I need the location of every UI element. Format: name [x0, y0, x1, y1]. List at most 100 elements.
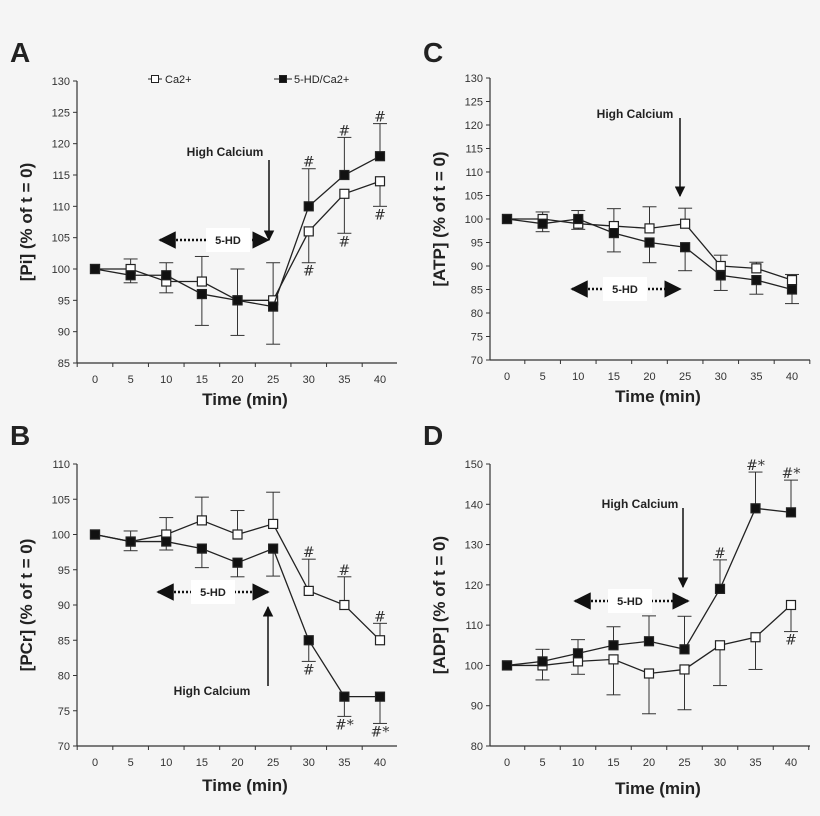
x-tick-label: 15: [196, 374, 208, 386]
x-tick-label: 10: [160, 757, 172, 769]
x-tick-label: 0: [504, 371, 510, 383]
x-axis-label: Time (min): [615, 779, 701, 798]
data-point-open: [608, 654, 619, 665]
significance-mark: #: [339, 234, 351, 250]
data-point-open: [680, 218, 691, 229]
x-axis-label: Time (min): [202, 390, 288, 409]
data-point-filled: [232, 295, 243, 306]
data-point-open: [374, 176, 386, 187]
data-point-filled: [89, 263, 101, 275]
data-point-filled: [303, 635, 314, 646]
significance-mark: #: [339, 563, 351, 579]
treatment-5hd-label: 5-HD: [200, 587, 226, 599]
y-tick-label: 100: [465, 214, 483, 226]
y-tick-label: 85: [58, 635, 70, 647]
x-tick-label: 40: [785, 757, 797, 769]
significance-mark: #: [303, 264, 315, 280]
y-tick-label: 95: [58, 565, 70, 577]
y-tick-label: 90: [58, 327, 70, 339]
panel-letter: C: [423, 37, 443, 68]
y-tick-label: 85: [58, 358, 70, 370]
x-tick-label: 30: [714, 757, 726, 769]
data-point-open: [303, 585, 314, 597]
data-point-filled: [161, 270, 172, 281]
data-point-filled: [125, 536, 136, 547]
data-point-filled: [501, 213, 513, 225]
y-tick-label: 90: [471, 261, 483, 273]
panel-A: A 85 90 95 100 105 110 115 120 125 130 0 5 10 15 20 25 30…: [10, 37, 397, 409]
panel-letter: A: [10, 37, 30, 68]
data-point-open: [715, 260, 726, 272]
x-tick-label: 25: [679, 371, 691, 383]
x-tick-label: 25: [267, 757, 279, 769]
x-tick-label: 0: [92, 374, 98, 386]
x-tick-label: 35: [750, 371, 762, 383]
panel-letter: D: [423, 420, 443, 451]
data-point-filled: [232, 557, 243, 568]
data-point-filled: [125, 270, 136, 281]
significance-mark: #: [303, 545, 315, 561]
y-tick-label: 110: [52, 459, 70, 471]
data-point-open: [643, 668, 655, 679]
x-tick-label: 35: [338, 757, 350, 769]
data-point-filled: [196, 543, 207, 554]
data-point-filled: [643, 636, 655, 647]
treatment-5hd-label: 5-HD: [617, 596, 643, 608]
significance-mark: #*: [371, 724, 390, 740]
data-point-filled: [608, 640, 619, 651]
data-point-filled: [89, 529, 101, 540]
y-tick-label: 100: [52, 530, 70, 542]
x-axis-label: Time (min): [615, 387, 701, 406]
x-tick-label: 20: [643, 757, 655, 769]
y-tick-label: 80: [471, 741, 483, 753]
y-tick-label: 150: [465, 459, 483, 471]
data-point-filled: [374, 151, 386, 162]
significance-mark: #: [303, 662, 315, 678]
data-point-filled: [751, 275, 762, 286]
data-point-open: [374, 635, 386, 646]
x-tick-label: 35: [338, 374, 350, 386]
y-tick-label: 140: [465, 499, 483, 511]
data-point-open: [751, 263, 762, 274]
y-tick-label: 125: [465, 97, 483, 109]
y-tick-label: 110: [465, 167, 483, 179]
y-tick-label: 80: [471, 308, 483, 320]
x-tick-label: 5: [540, 371, 546, 383]
y-tick-label: 95: [58, 295, 70, 307]
x-tick-label: 20: [231, 374, 243, 386]
data-point-filled: [786, 284, 798, 295]
x-tick-label: 5: [128, 374, 134, 386]
x-tick-label: 25: [267, 374, 279, 386]
x-tick-label: 15: [608, 371, 620, 383]
data-point-open: [644, 223, 655, 234]
y-tick-label: 70: [58, 741, 70, 753]
x-tick-label: 40: [786, 371, 798, 383]
high-calcium-label: High Calcium: [602, 497, 679, 511]
data-point-filled: [680, 242, 691, 253]
data-point-filled: [268, 543, 279, 554]
y-tick-label: 75: [471, 332, 483, 344]
data-point-open: [196, 515, 207, 526]
y-tick-label: 70: [471, 355, 483, 367]
data-point-filled: [644, 237, 655, 248]
y-axis-label: [ADP] (% of t = 0): [430, 536, 449, 674]
x-tick-label: 10: [160, 374, 172, 386]
significance-mark: #*: [746, 458, 765, 474]
y-tick-label: 130: [52, 76, 70, 88]
y-tick-label: 120: [52, 139, 70, 151]
y-tick-label: 120: [465, 120, 483, 132]
data-point-open: [303, 226, 314, 237]
x-tick-label: 0: [92, 757, 98, 769]
y-tick-label: 110: [465, 620, 483, 632]
panel-letter: B: [10, 420, 30, 451]
data-point-filled: [573, 213, 584, 225]
x-tick-label: 20: [643, 371, 655, 383]
high-calcium-label: High Calcium: [174, 684, 251, 698]
significance-mark: #: [785, 633, 797, 649]
high-calcium-label: High Calcium: [187, 145, 264, 159]
y-tick-label: 100: [52, 264, 70, 276]
panel-C: C 70 75 80 85 90 95 100 105 110 115 120 125 130 0 5 10 15…: [423, 37, 811, 406]
data-point-filled: [679, 644, 690, 655]
x-tick-label: 10: [572, 371, 584, 383]
y-tick-label: 90: [471, 701, 483, 713]
